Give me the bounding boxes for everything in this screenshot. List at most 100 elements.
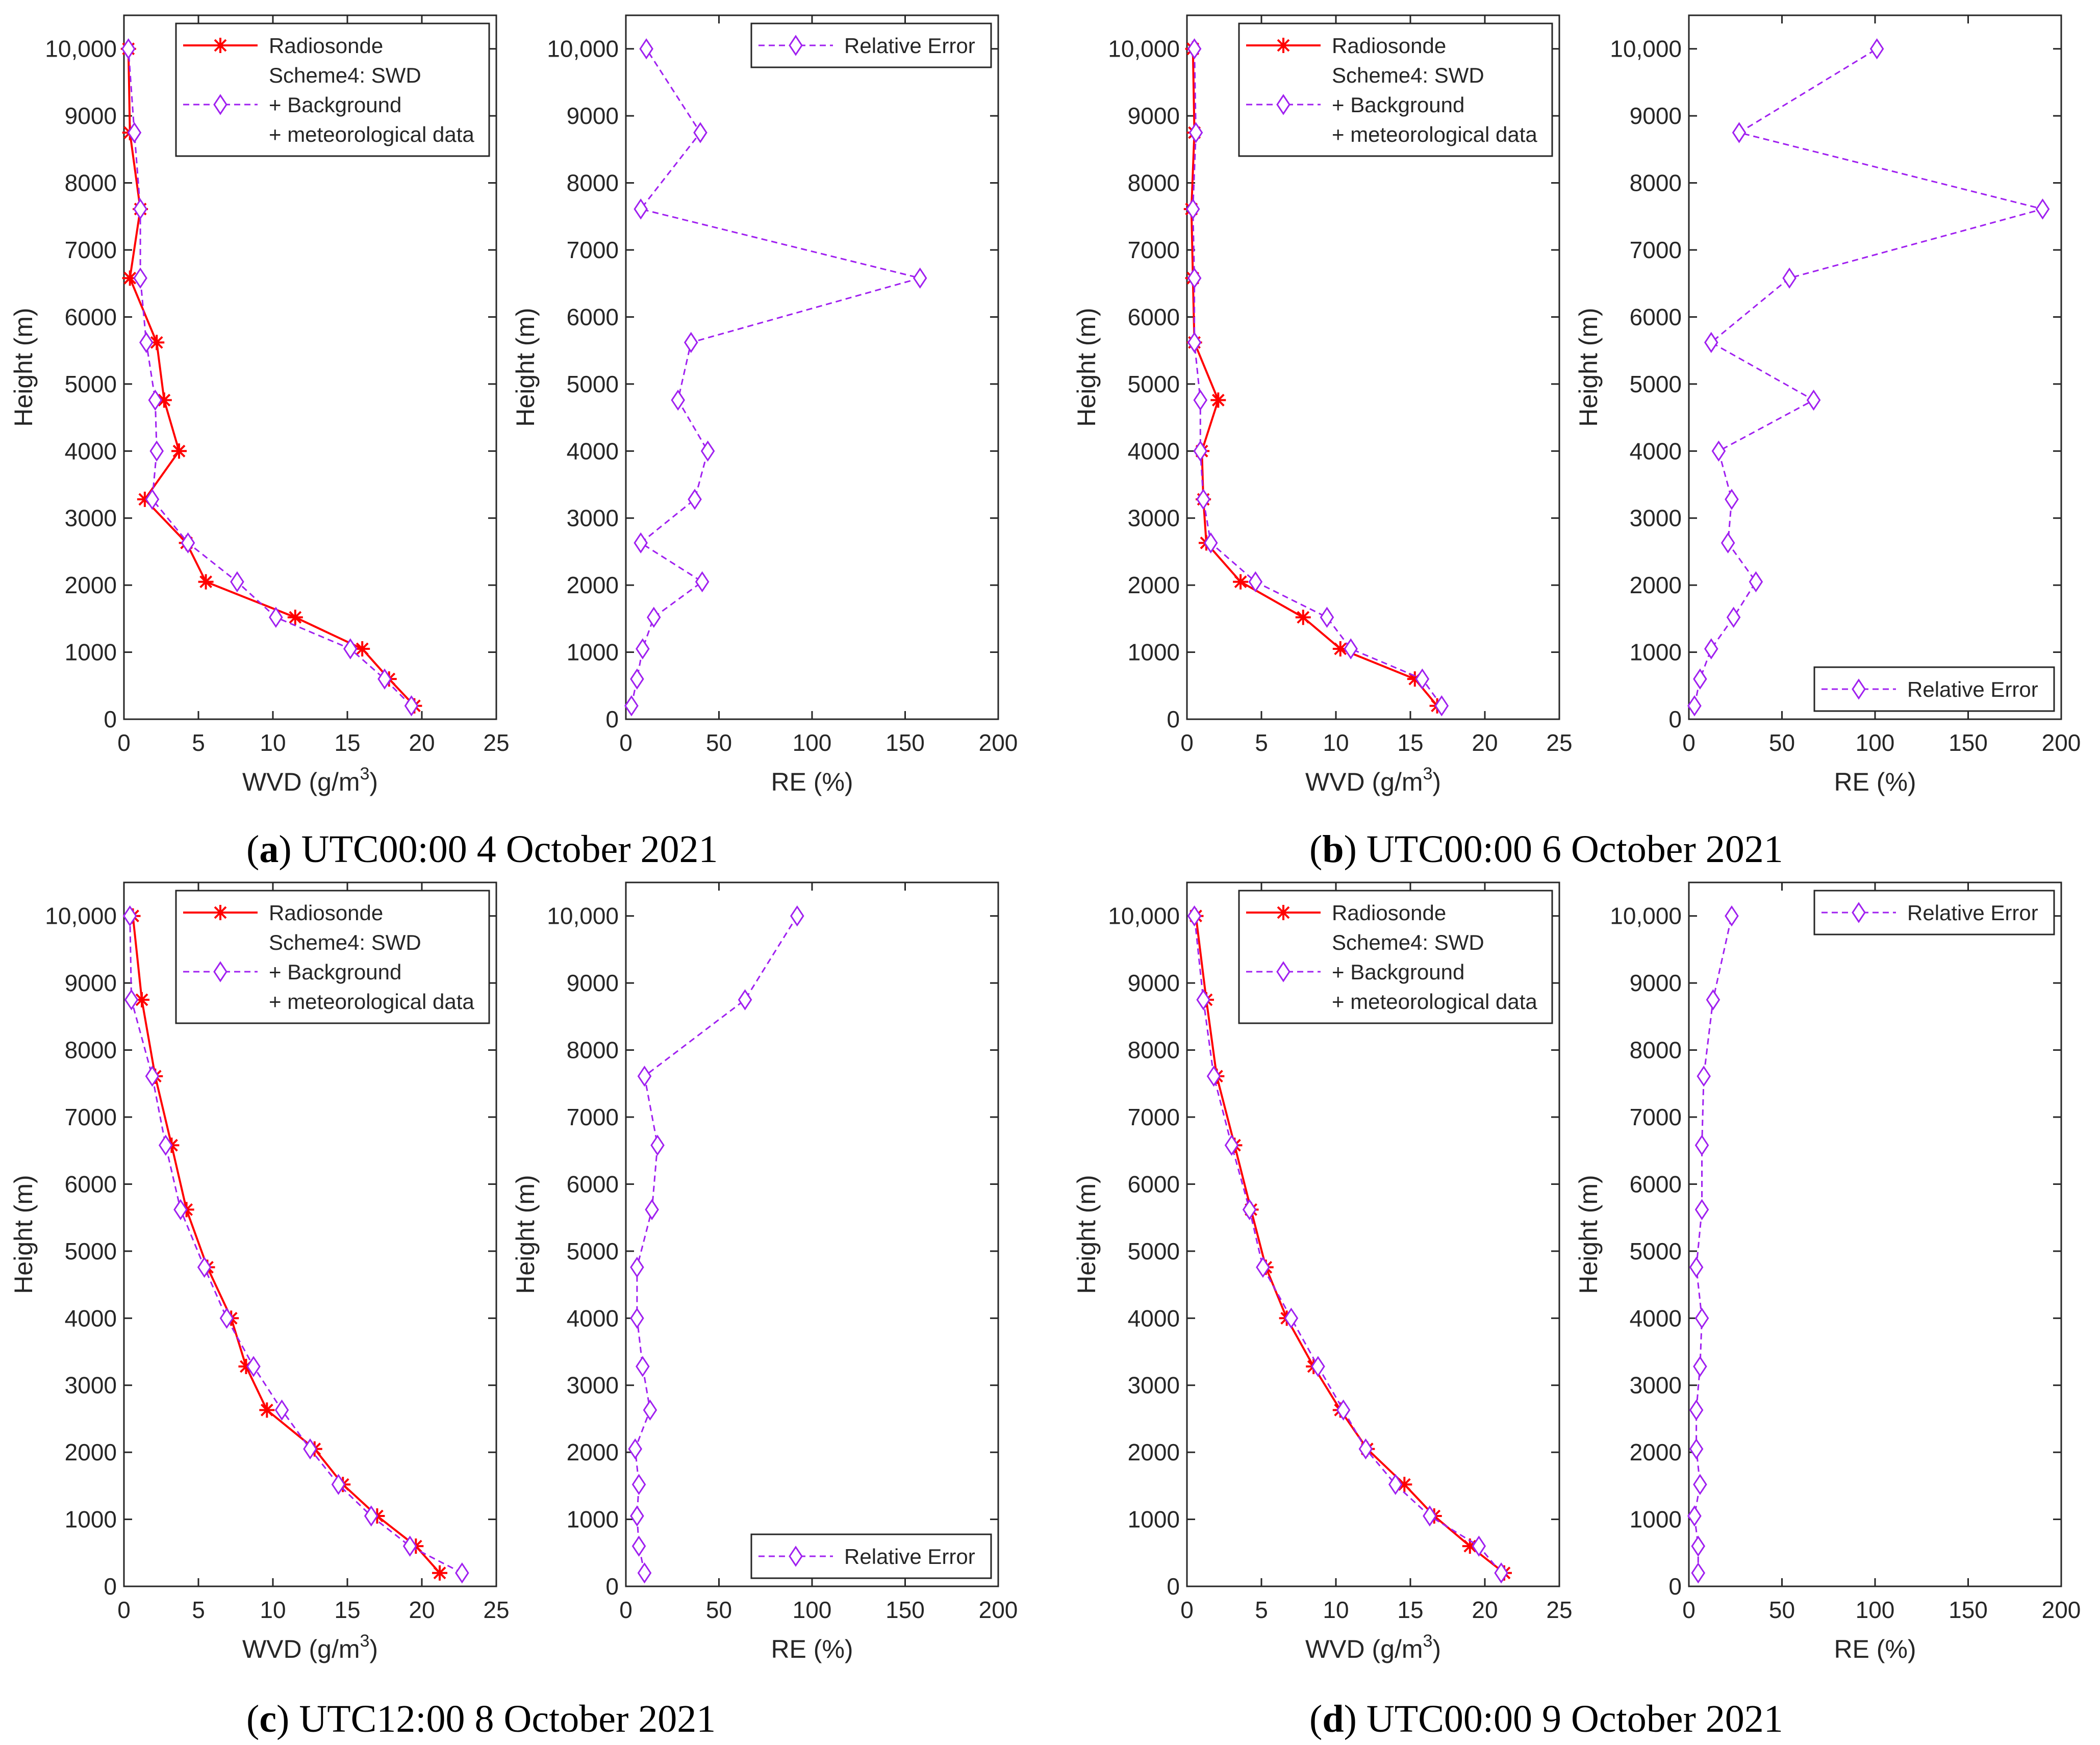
diamond-marker	[630, 1256, 644, 1278]
x-axis-label-end: )	[1432, 768, 1441, 796]
y-tick-label: 3000	[567, 505, 619, 532]
diamond-marker	[634, 532, 648, 554]
y-tick-label: 3000	[65, 1372, 117, 1399]
legend-label: Scheme4: SWD	[1332, 930, 1484, 954]
asterisk-marker	[122, 270, 138, 286]
y-tick-label: 1000	[65, 1506, 117, 1533]
y-tick-label: 10,000	[1610, 36, 1682, 62]
x-tick-label: 100	[793, 729, 832, 756]
diamond-marker	[1193, 440, 1208, 462]
y-tick-label: 6000	[65, 304, 117, 330]
x-tick-label: 0	[1682, 1597, 1696, 1623]
x-tick-label: 15	[1397, 1597, 1423, 1623]
diamond-marker	[133, 267, 147, 289]
diamond-marker	[149, 440, 164, 462]
diamond-marker	[1344, 638, 1358, 660]
wvd-profile-plot: 0 5 10 15 20 25 0 1000 2000 3000 4000 5000 6000 7000 8…	[1072, 14, 1573, 796]
diamond-marker	[1697, 1066, 1711, 1087]
y-tick-label: 5000	[1630, 371, 1682, 397]
diamond-marker	[219, 1307, 234, 1329]
y-tick-label: 10,000	[1610, 903, 1682, 929]
y-tick-label: 0	[1167, 1573, 1180, 1600]
y-tick-label: 7000	[1128, 237, 1180, 263]
asterisk-marker	[1276, 38, 1291, 53]
legend-label: + meteorological data	[1332, 122, 1537, 146]
re-profile-plot: 0 50 100 150 2000100020003000400050006000700…	[1574, 14, 2081, 796]
series-relative-error	[1687, 905, 1739, 1584]
diamond-marker	[650, 1134, 665, 1156]
x-axis-label: RE (%)	[1834, 1635, 1916, 1663]
y-tick-label: 8000	[65, 170, 117, 196]
re-profile-plot: 0 50 100 150 2000100020003000400050006000700…	[511, 881, 1018, 1663]
y-tick-label: 1000	[1630, 1506, 1682, 1533]
y-tick-label: 7000	[1630, 1104, 1682, 1130]
y-tick-label: 4000	[567, 438, 619, 464]
re-profile-plot: 0 50 100 150 2000100020003000400050006000700…	[1574, 881, 2081, 1663]
series-line	[1192, 48, 1443, 706]
legend-label: Radiosonde	[269, 901, 383, 925]
diamond-marker	[1711, 440, 1726, 462]
y-tick-label: 6000	[567, 304, 619, 330]
asterisk-marker	[1462, 1538, 1478, 1554]
diamond-marker	[1185, 198, 1200, 220]
y-tick-label: 0	[104, 1573, 117, 1600]
y-tick-label: 4000	[567, 1305, 619, 1331]
diamond-marker	[230, 571, 244, 593]
asterisk-marker	[1295, 610, 1311, 625]
y-tick-label: 6000	[567, 1171, 619, 1197]
x-tick-label: 0	[1682, 729, 1696, 756]
diamond-marker	[636, 638, 650, 660]
diamond-marker	[1196, 989, 1210, 1010]
asterisk-marker	[137, 491, 153, 507]
diamond-marker	[1187, 38, 1202, 60]
diamond-marker	[404, 695, 419, 717]
y-tick-label: 10,000	[547, 36, 619, 62]
legend-label: Scheme4: SWD	[269, 63, 421, 87]
x-axis-label: WVD (g/m3)	[1305, 1631, 1441, 1663]
series-relative-error	[1687, 38, 2050, 717]
x-tick-label: 100	[793, 1597, 832, 1623]
diamond-marker	[1276, 961, 1291, 982]
legend-label: + Background	[269, 93, 401, 117]
y-tick-label: 9000	[567, 103, 619, 129]
series-scheme4-swd	[1185, 38, 1449, 717]
y-tick-label: 10,000	[45, 36, 117, 62]
caption-letter: b	[1322, 828, 1344, 871]
diamond-marker	[646, 606, 661, 628]
diamond-marker	[1687, 695, 1702, 717]
diamond-marker	[634, 198, 648, 220]
y-tick-label: 8000	[65, 1037, 117, 1064]
series-line	[128, 48, 412, 706]
x-axis-label: RE (%)	[1834, 768, 1916, 796]
y-tick-label: 0	[605, 1573, 619, 1600]
legend-label: + meteorological data	[269, 990, 474, 1014]
diamond-marker	[1852, 678, 1866, 700]
diamond-marker	[1732, 122, 1747, 143]
y-tick-label: 8000	[1128, 1037, 1180, 1064]
x-tick-label: 10	[1323, 1597, 1349, 1623]
diamond-marker	[688, 489, 702, 510]
y-tick-label: 4000	[1630, 1305, 1682, 1331]
diamond-marker	[695, 571, 710, 593]
y-tick-label: 4000	[65, 1305, 117, 1331]
asterisk-marker	[156, 392, 172, 408]
x-axis-label: WVD (g/m3)	[242, 764, 378, 796]
x-axis-label-end: )	[369, 768, 378, 796]
diamond-marker	[1725, 905, 1739, 927]
x-axis-label-base: WVD (g/m	[242, 1635, 360, 1663]
caption-close-paren: )	[276, 1698, 299, 1740]
series-line	[1194, 916, 1502, 1574]
diamond-marker	[1311, 1356, 1325, 1377]
x-tick-label: 0	[1180, 729, 1194, 756]
x-tick-label: 5	[1255, 1597, 1268, 1623]
x-tick-label: 50	[1769, 729, 1795, 756]
series-scheme4-swd	[1187, 905, 1508, 1584]
diamond-marker	[1415, 668, 1430, 690]
legend: Radiosonde Scheme4: SWD + Background + mete…	[175, 890, 490, 1024]
caption-text: UTC00:00 6 October 2021	[1367, 828, 1783, 871]
y-tick-label: 9000	[1128, 970, 1180, 996]
y-axis-label: Height (m)	[9, 308, 38, 426]
y-tick-label: 4000	[1128, 438, 1180, 464]
caption-close-paren: )	[1344, 828, 1367, 871]
diamond-marker	[173, 1199, 188, 1221]
